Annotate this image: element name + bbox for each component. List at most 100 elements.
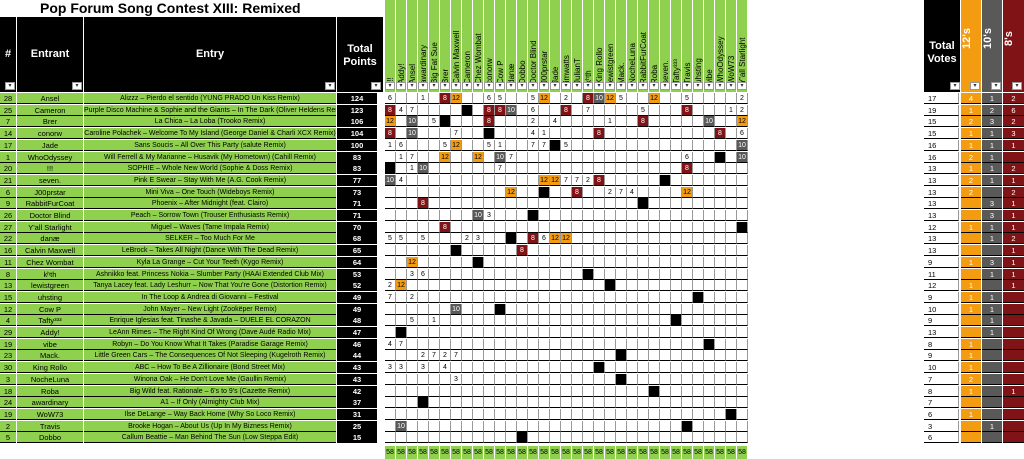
filter-dropdown-voter[interactable]: ▾	[693, 82, 703, 90]
filter-dropdown-voter[interactable]: ▾	[572, 82, 582, 90]
vote-cell	[385, 210, 396, 221]
filter-dropdown-voter[interactable]: ▾	[550, 82, 560, 90]
vote-cell	[726, 256, 737, 268]
vote-cell: 8	[517, 245, 528, 257]
filter-dropdown-voter[interactable]: ▾	[495, 82, 505, 90]
total-points-cell: 49	[337, 303, 377, 315]
vote-cell	[726, 350, 737, 362]
filter-dropdown-eights[interactable]: ▾	[1012, 82, 1022, 90]
filter-dropdown-voter[interactable]: ▾	[528, 82, 538, 90]
vote-cell	[715, 163, 726, 175]
vote-cell	[715, 408, 726, 420]
vote-cell	[737, 385, 748, 397]
vote-cell	[638, 350, 649, 362]
filter-dropdown-voter[interactable]: ▾	[704, 82, 714, 90]
vote-cell: 10	[506, 104, 517, 116]
table-row: 24 awardinary A1 – If Only (Almighty Club …	[0, 397, 1024, 409]
vote-cell	[693, 139, 704, 151]
filter-dropdown-entry[interactable]: ▾	[325, 82, 335, 90]
vote-cell	[583, 163, 594, 175]
filter-dropdown-twelves[interactable]: ▾	[970, 82, 980, 90]
voter-total-cell: 58	[627, 446, 638, 459]
vote-cell	[627, 93, 638, 104]
vote-cell	[660, 327, 671, 338]
filter-dropdown-tens[interactable]: ▾	[991, 82, 1001, 90]
twelves-count-cell	[961, 432, 981, 444]
filter-dropdown-voter[interactable]: ▾	[539, 82, 549, 90]
voter-name: WhoOdyssey	[716, 36, 725, 84]
filter-dropdown-voter[interactable]: ▾	[451, 82, 461, 90]
vote-cell	[638, 280, 649, 292]
filter-dropdown-voter[interactable]: ▾	[506, 82, 516, 90]
vote-cell	[473, 338, 484, 350]
vote-cell	[418, 186, 429, 198]
twelves-count-cell: 2	[961, 373, 981, 385]
voter-header: lewistgreen ▾	[605, 0, 616, 92]
filter-dropdown-voter[interactable]: ▾	[638, 82, 648, 90]
vote-cell: 3	[473, 233, 484, 245]
filter-dropdown-voter[interactable]: ▾	[594, 82, 604, 90]
vote-cell	[682, 432, 693, 444]
filter-dropdown-voter[interactable]: ▾	[660, 82, 670, 90]
vote-cell	[726, 221, 737, 233]
vote-cell	[550, 362, 561, 374]
table-row: 22 danæ SELKER – Too Much For Me 68 5 5 5 2 3 8 6 1…	[0, 233, 1024, 245]
filter-dropdown-voter[interactable]: ▾	[407, 82, 417, 90]
filter-dropdown-voter[interactable]: ▾	[616, 82, 626, 90]
filter-dropdown-voter[interactable]: ▾	[649, 82, 659, 90]
filter-dropdown-voter[interactable]: ▾	[682, 82, 692, 90]
vote-cell	[561, 245, 572, 257]
filter-dropdown-voter[interactable]: ▾	[396, 82, 406, 90]
filter-dropdown-voter[interactable]: ▾	[605, 82, 615, 90]
filter-dropdown-voter[interactable]: ▾	[715, 82, 725, 90]
filter-dropdown-voter[interactable]: ▾	[517, 82, 527, 90]
filter-dropdown-total-points[interactable]: ▾	[371, 82, 381, 90]
vote-cell	[473, 139, 484, 151]
filter-dropdown-voter[interactable]: ▾	[473, 82, 483, 90]
filter-dropdown-voter[interactable]: ▾	[726, 82, 736, 90]
filter-dropdown-total-votes[interactable]: ▾	[950, 82, 960, 90]
filter-dropdown-voter[interactable]: ▾	[484, 82, 494, 90]
filter-dropdown-voter[interactable]: ▾	[418, 82, 428, 90]
filter-dropdown-voter[interactable]: ▾	[627, 82, 637, 90]
filter-dropdown-voter[interactable]: ▾	[440, 82, 450, 90]
vote-cell	[704, 174, 715, 186]
filter-dropdown-voter[interactable]: ▾	[671, 82, 681, 90]
vote-cell: 7	[561, 174, 572, 186]
voter-total-cell: 58	[495, 446, 506, 459]
vote-cell	[495, 385, 506, 397]
filter-dropdown-voter[interactable]: ▾	[385, 82, 395, 90]
vote-cell	[385, 256, 396, 268]
vote-cell	[385, 315, 396, 327]
vote-cell	[484, 233, 495, 245]
vote-cell	[715, 186, 726, 198]
vote-cell	[737, 315, 748, 327]
vote-cell	[528, 397, 539, 409]
filter-dropdown-voter[interactable]: ▾	[429, 82, 439, 90]
filter-dropdown-voter[interactable]: ▾	[737, 82, 747, 90]
vote-cell: 12	[649, 93, 660, 104]
filter-dropdown-voter[interactable]: ▾	[583, 82, 593, 90]
vote-cell	[605, 233, 616, 245]
filter-dropdown-num[interactable]: ▾	[5, 82, 15, 90]
vote-cell	[407, 174, 418, 186]
filter-dropdown-entrant[interactable]: ▾	[72, 82, 82, 90]
voter-name: Travis	[683, 62, 692, 84]
vote-cell	[726, 233, 737, 245]
vote-cell	[429, 408, 440, 420]
vote-cell	[429, 233, 440, 245]
vote-cell	[616, 245, 627, 257]
vote-cell	[440, 397, 451, 409]
filter-dropdown-voter[interactable]: ▾	[561, 82, 571, 90]
vote-cell	[649, 128, 660, 140]
vote-cell	[572, 221, 583, 233]
vote-cell	[693, 104, 704, 116]
vote-cell: 8	[385, 104, 396, 116]
filter-dropdown-voter[interactable]: ▾	[462, 82, 472, 90]
voter-total-cell: 58	[605, 446, 616, 459]
vote-cell	[440, 163, 451, 175]
vote-cell	[594, 280, 605, 292]
vote-cell	[451, 210, 462, 221]
voter-header: J00prstar ▾	[539, 0, 550, 92]
vote-cell	[451, 186, 462, 198]
